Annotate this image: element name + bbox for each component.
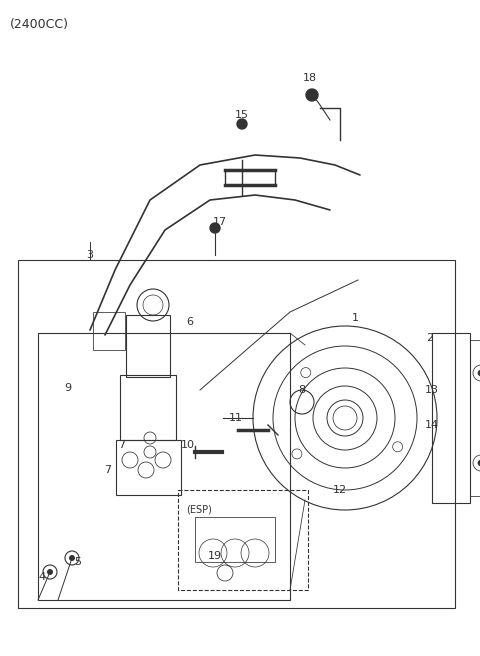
Bar [116,440,181,495]
Bar [432,333,470,503]
Bar [38,333,290,600]
Text: 8: 8 [299,385,306,395]
Circle shape [478,460,480,466]
Text: (ESP): (ESP) [186,504,212,514]
Bar [120,375,176,440]
Text: 11: 11 [229,413,243,423]
Text: 13: 13 [425,385,439,395]
Text: 7: 7 [119,440,126,450]
Circle shape [478,370,480,376]
Text: (2400CC): (2400CC) [10,18,69,31]
Text: 4: 4 [38,572,46,582]
Text: 6: 6 [187,317,193,327]
Circle shape [306,89,318,101]
Text: 19: 19 [208,551,222,561]
Text: 18: 18 [303,73,317,83]
Text: 15: 15 [235,110,249,120]
Bar [18,260,455,608]
Circle shape [69,555,75,561]
Text: 7: 7 [105,465,111,475]
Bar [195,517,275,562]
Bar [178,490,308,590]
Text: 3: 3 [86,250,94,260]
Text: 14: 14 [425,420,439,430]
Text: 9: 9 [64,383,72,393]
Circle shape [210,223,220,233]
Text: 1: 1 [351,313,359,323]
Text: 2: 2 [426,333,433,343]
Text: 17: 17 [213,217,227,227]
Bar [126,315,170,377]
Text: 10: 10 [181,440,195,450]
Circle shape [237,119,247,129]
Text: 12: 12 [333,485,347,495]
Circle shape [47,569,53,575]
Bar [93,312,125,350]
Bar [470,340,480,496]
Text: 5: 5 [74,557,82,567]
